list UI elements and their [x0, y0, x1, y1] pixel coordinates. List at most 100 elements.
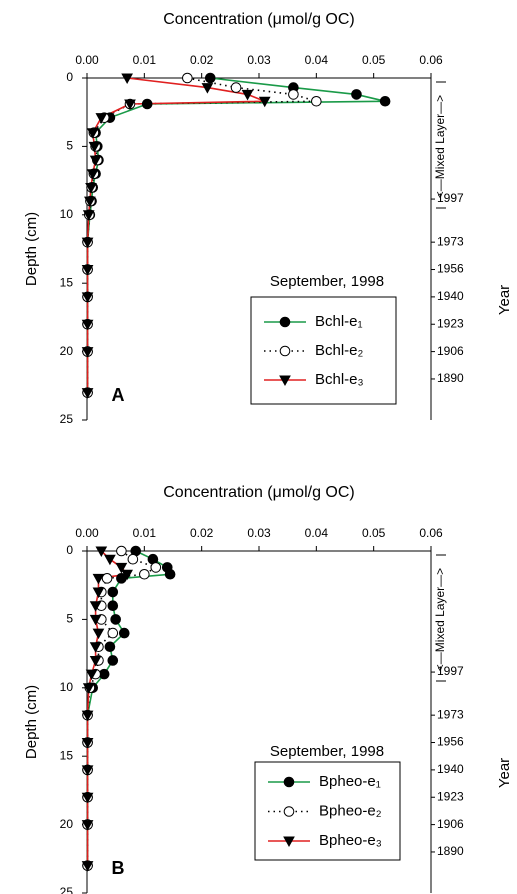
- y2-tick-label: 1956: [437, 735, 464, 749]
- data-point: [150, 562, 162, 573]
- data-point: [81, 820, 94, 831]
- y-tick-label: 0: [66, 70, 73, 84]
- mixed-layer-label: <—Mixed Layer—>: [433, 568, 447, 671]
- y2-tick-label: 1940: [437, 762, 464, 776]
- y2-tick-label: 1890: [437, 371, 464, 385]
- data-point: [88, 141, 101, 153]
- data-point: [84, 196, 96, 208]
- x-tick-label: 0.05: [362, 53, 386, 67]
- data-point: [104, 554, 116, 566]
- data-point: [182, 72, 193, 84]
- data-point: [86, 128, 99, 139]
- series-line: [86, 77, 266, 393]
- data-point: [86, 169, 99, 180]
- data-point: [127, 553, 139, 565]
- legend-label: Bchl-e₃: [315, 371, 364, 388]
- data-point: [81, 347, 94, 358]
- x-tick-label: 0.02: [190, 526, 214, 540]
- data-point: [121, 569, 133, 581]
- legend-marker: [283, 836, 295, 848]
- data-point: [82, 683, 95, 694]
- y-tick-label: 15: [60, 748, 74, 762]
- data-point: [351, 89, 362, 100]
- y-tick-label: 20: [60, 817, 74, 831]
- y2-tick-label: 1956: [437, 262, 464, 276]
- x-tick-label: 0.03: [247, 53, 271, 67]
- y2-tick-label: 1997: [437, 664, 464, 678]
- data-point: [81, 861, 94, 872]
- y2-tick-label: 1906: [437, 344, 464, 358]
- data-point: [81, 388, 94, 399]
- x-tick-label: 0.04: [305, 526, 329, 540]
- data-point: [107, 655, 119, 666]
- data-point: [92, 628, 105, 640]
- data-point: [124, 99, 136, 111]
- y2-tick-label: 1923: [437, 316, 464, 330]
- data-point: [89, 642, 102, 653]
- data-point: [81, 265, 94, 276]
- y2-tick-label: 1997: [437, 191, 464, 205]
- x-tick-label: 0.00: [75, 53, 99, 67]
- legend-label: Bchl-e₁: [315, 313, 363, 330]
- x-tick-label: 0.04: [305, 53, 329, 67]
- mixed-layer-label: <—Mixed Layer—>: [433, 95, 447, 198]
- y2-axis-label: Year: [496, 285, 513, 315]
- data-point: [379, 95, 391, 107]
- data-point: [81, 765, 94, 776]
- data-point: [121, 73, 133, 85]
- data-point: [81, 738, 94, 749]
- y2-axis-label: Year: [496, 758, 513, 788]
- data-point: [85, 182, 97, 194]
- data-point: [104, 641, 116, 653]
- series-line: [86, 550, 172, 866]
- data-point: [118, 627, 130, 639]
- data-point: [81, 710, 94, 722]
- data-point: [81, 319, 94, 331]
- data-point: [110, 614, 121, 625]
- y-tick-label: 15: [60, 275, 74, 289]
- y2-tick-label: 1973: [437, 234, 464, 248]
- data-point: [81, 792, 94, 804]
- legend-marker: [283, 776, 295, 788]
- panel-label: A: [112, 385, 125, 405]
- data-point: [95, 113, 108, 124]
- y-tick-label: 20: [60, 344, 74, 358]
- y2-tick-label: 1940: [437, 289, 464, 303]
- x-tick-label: 0.00: [75, 526, 99, 540]
- data-point: [89, 655, 102, 667]
- data-point: [81, 292, 94, 303]
- data-point: [139, 568, 150, 580]
- data-point: [107, 627, 119, 639]
- y-tick-label: 5: [66, 139, 73, 153]
- legend-label: Bpheo-e₃: [319, 832, 382, 849]
- data-point: [141, 98, 153, 110]
- data-point: [107, 586, 119, 598]
- data-point: [311, 95, 322, 107]
- x-tick-label: 0.02: [190, 53, 214, 67]
- data-point: [204, 72, 216, 84]
- data-point: [107, 600, 119, 612]
- data-point: [89, 614, 102, 626]
- data-point: [82, 210, 95, 221]
- x-tick-label: 0.05: [362, 526, 386, 540]
- data-point: [95, 546, 108, 558]
- y-tick-label: 10: [60, 680, 74, 694]
- legend-label: Bchl-e₂: [315, 342, 364, 359]
- y2-tick-label: 1906: [437, 817, 464, 831]
- data-point: [258, 96, 271, 108]
- data-point: [89, 601, 102, 612]
- x-tick-label: 0.01: [133, 53, 157, 67]
- y-tick-label: 25: [60, 885, 74, 894]
- legend-marker: [279, 345, 291, 357]
- legend-title: September, 1998: [270, 743, 384, 760]
- x-tick-label: 0.06: [419, 526, 443, 540]
- x-tick-label: 0.01: [133, 526, 157, 540]
- y-tick-label: 0: [66, 543, 73, 557]
- legend-marker: [279, 316, 291, 328]
- data-point: [241, 89, 254, 101]
- y2-tick-label: 1890: [437, 844, 464, 858]
- data-point: [115, 562, 128, 574]
- data-point: [116, 545, 127, 557]
- series-line: [86, 550, 129, 866]
- legend-marker: [279, 375, 291, 387]
